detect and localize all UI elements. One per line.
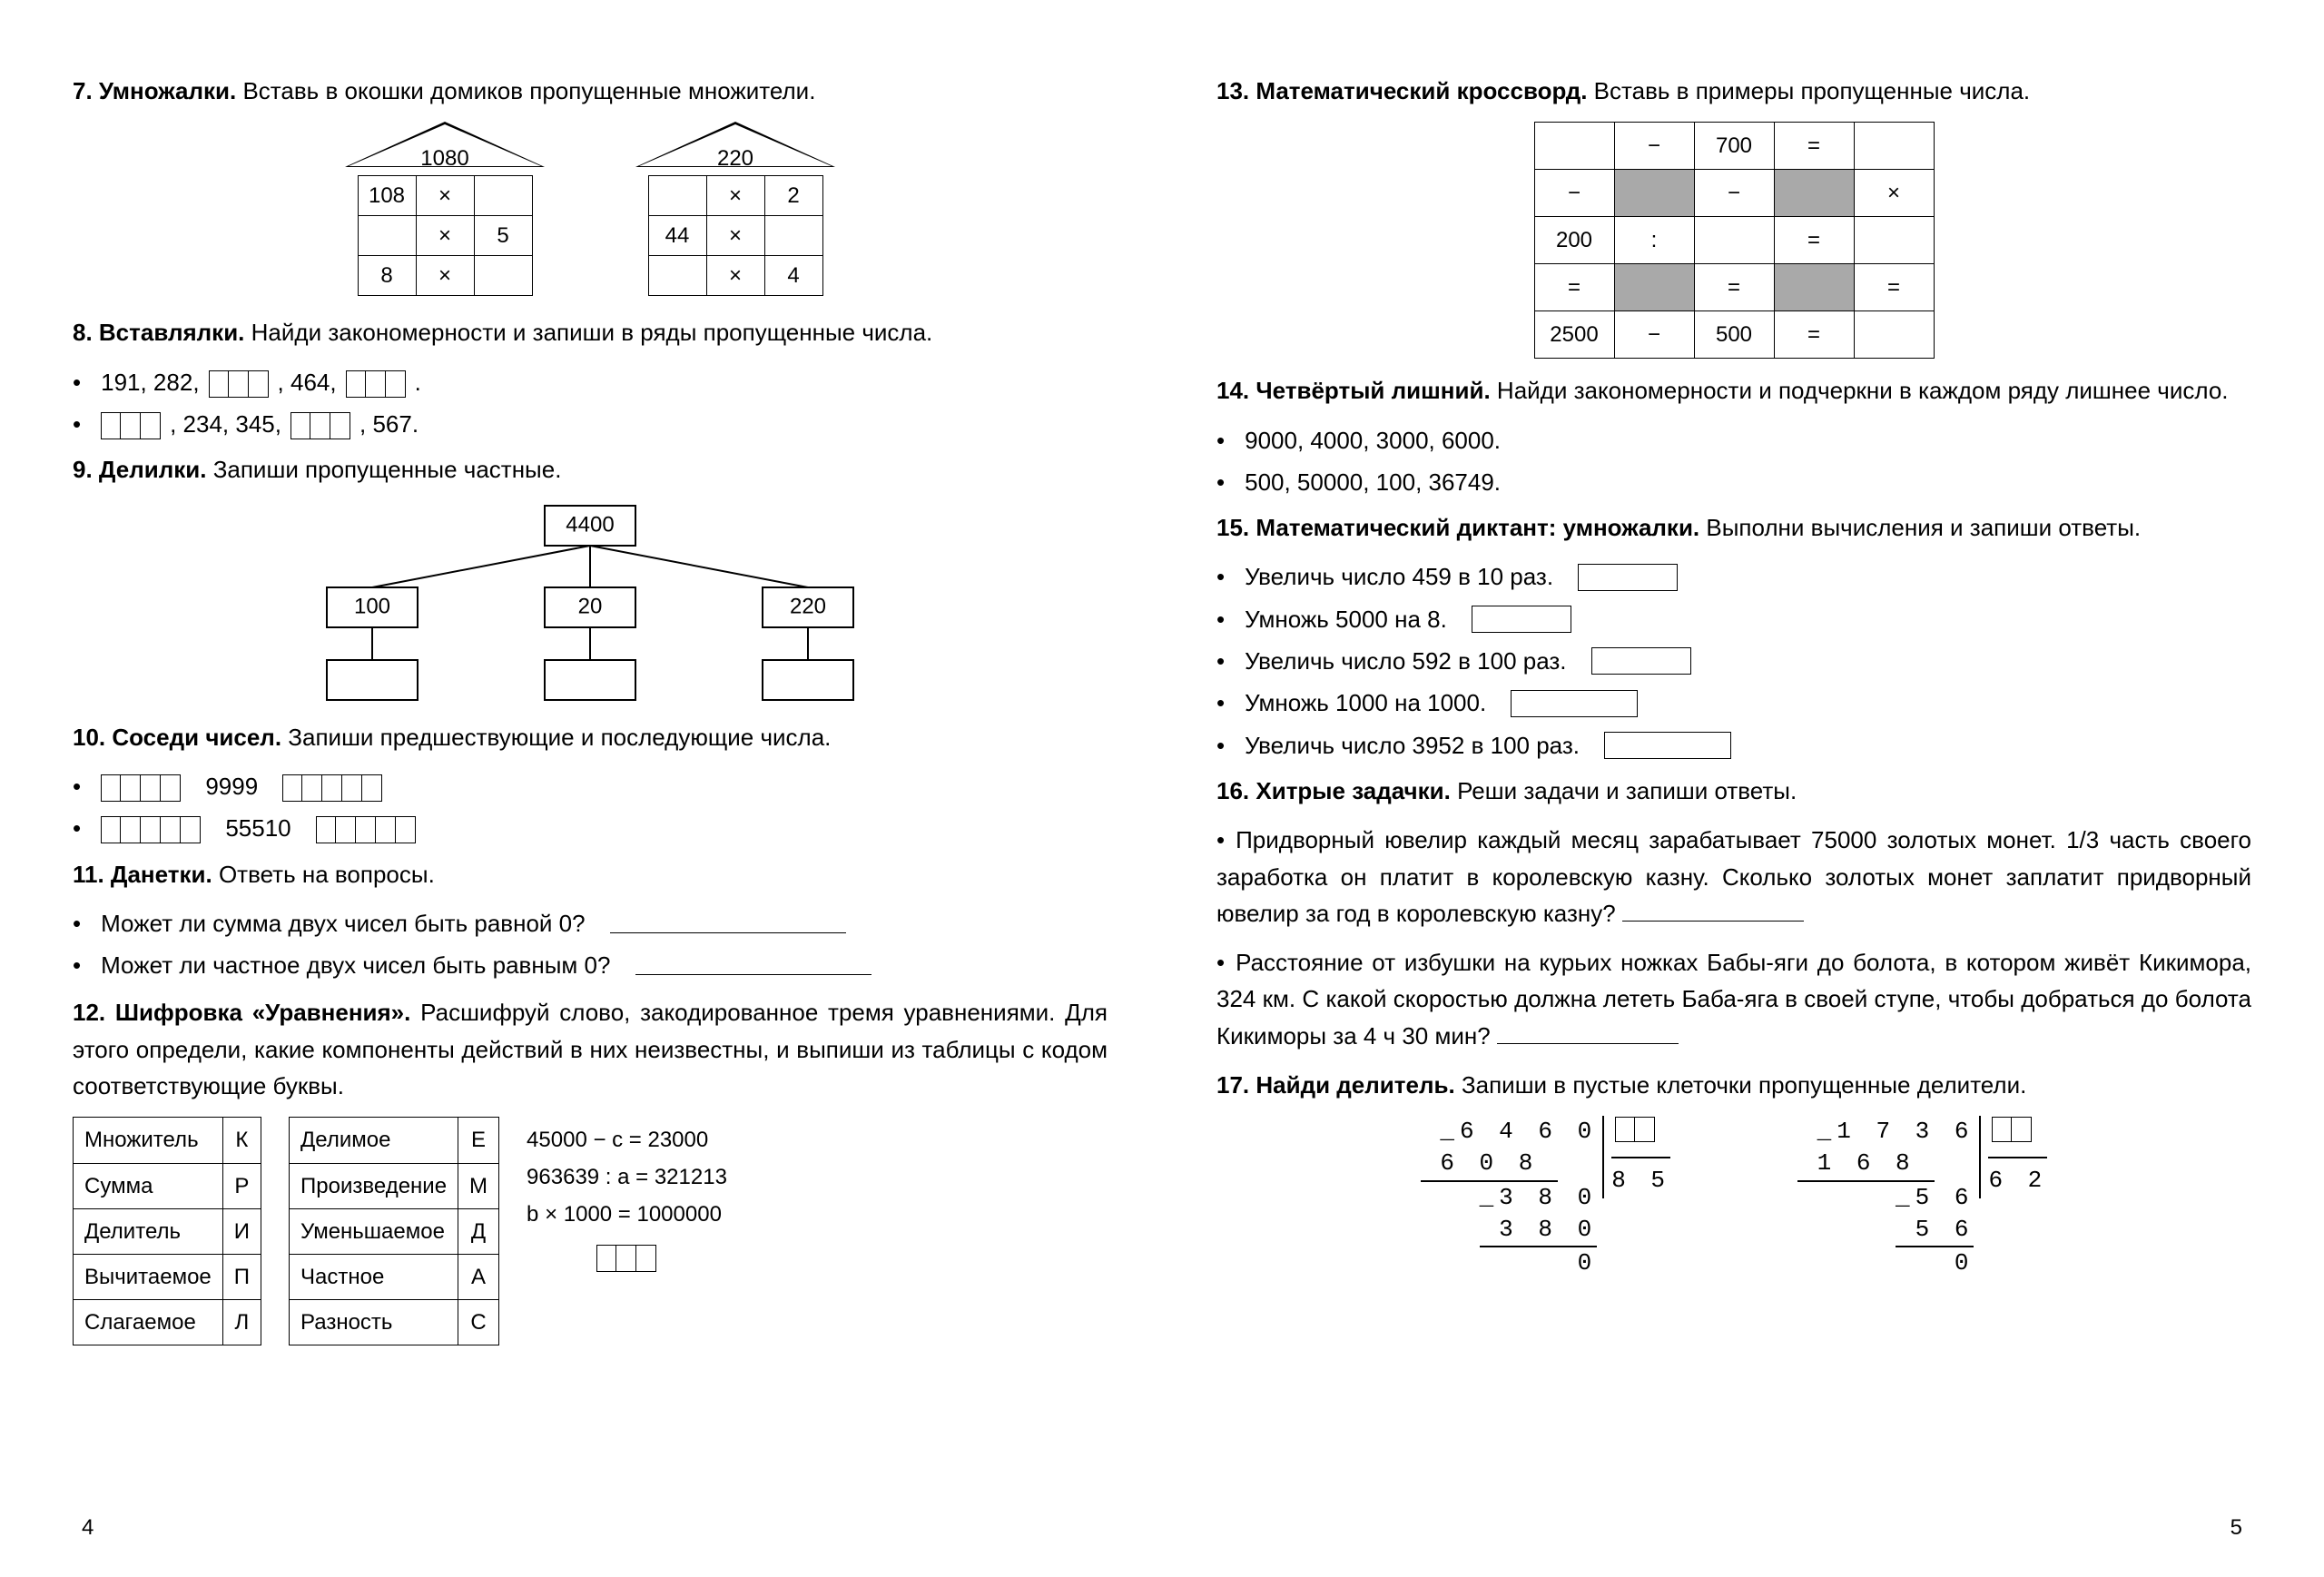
p15-i1: Умножь 5000 на 8.: [1216, 601, 2251, 637]
long-divisions: _6 4 6 0 6 0 8 _3 8 0 3 8 0 0 8 5: [1216, 1116, 2251, 1278]
p15-i2: Увеличь число 592 в 100 раз.: [1216, 643, 2251, 679]
p12-heading: 12. Шифровка «Уравнения». Расшифруй слов…: [73, 994, 1108, 1104]
p11-text: Ответь на вопросы.: [219, 861, 435, 888]
p13-text: Вставь в примеры пропущенные числа.: [1594, 77, 2030, 104]
houses: 1080 108× ×5 8× 220 ×2 44× ×4: [73, 122, 1108, 296]
p10-heading: 10. Соседи чисел. Запиши предшествующие …: [73, 719, 1108, 755]
p11-q1: Может ли сумма двух чисел быть равной 0?: [73, 905, 1108, 941]
p14-heading: 14. Четвёртый лишний. Найди закономернос…: [1216, 372, 2251, 409]
p14-l1: 9000, 4000, 3000, 6000.: [1216, 422, 2251, 458]
p7-heading: 7. Умножалки. Вставь в окошки домиков пр…: [73, 73, 1108, 109]
p17-text: Запиши в пустые клеточки пропущенные дел…: [1462, 1071, 2026, 1099]
crossword-grid: −700=−−×200:====2500−500=: [1534, 122, 1935, 359]
code-table-1: МножительК СуммаР ДелительИ ВычитаемоеП …: [73, 1117, 261, 1345]
house-b-grid: ×2 44× ×4: [648, 175, 823, 296]
equations: 45000 − c = 23000 963639 : a = 321213 b …: [527, 1117, 727, 1276]
p15-i0: Увеличь число 459 в 10 раз.: [1216, 558, 2251, 595]
p11-heading: 11. Данетки. Ответь на вопросы.: [73, 856, 1108, 892]
house-b: 220 ×2 44× ×4: [635, 122, 835, 296]
p9-title: 9. Делилки.: [73, 456, 206, 483]
p7-title: 7. Умножалки.: [73, 77, 236, 104]
p14-text: Найди закономерности и подчеркни в каждо…: [1497, 377, 2229, 404]
p15-text: Выполни вычисления и запиши ответы.: [1706, 514, 2141, 541]
p10-row2: 55510: [73, 810, 1108, 846]
tree-top: 4400: [566, 512, 614, 537]
tree-m2: 220: [790, 594, 826, 618]
house-b-roof: 220: [717, 142, 753, 175]
p9-heading: 9. Делилки. Запиши пропущенные частные.: [73, 451, 1108, 488]
p11-q2: Может ли частное двух чисел быть равным …: [73, 947, 1108, 983]
p16-task1: Придворный ювелир каждый месяц зарабатыв…: [1216, 822, 2251, 931]
p10-row1: 9999: [73, 768, 1108, 804]
p11-title: 11. Данетки.: [73, 861, 212, 888]
p14-title: 14. Четвёртый лишний.: [1216, 377, 1491, 404]
tree-m1: 20: [578, 594, 603, 618]
p15-i3: Умножь 1000 на 1000.: [1216, 685, 2251, 721]
page-number-right: 5: [2230, 1515, 2242, 1541]
p15-title: 15. Математический диктант: умножалки.: [1216, 514, 1699, 541]
p10-title: 10. Соседи чисел.: [73, 724, 281, 751]
p8-line2: , 234, 345, , 567.: [73, 406, 1108, 442]
code-table-2: ДелимоеЕ ПроизведениеМ УменьшаемоеД Част…: [289, 1117, 499, 1345]
p13-heading: 13. Математический кроссворд. Вставь в п…: [1216, 73, 2251, 109]
p7-text: Вставь в окошки домиков пропущенные множ…: [242, 77, 815, 104]
division-a: _6 4 6 0 6 0 8 _3 8 0 3 8 0 0 8 5: [1421, 1116, 1670, 1278]
p13-title: 13. Математический кроссворд.: [1216, 77, 1587, 104]
p16-text: Реши задачи и запиши ответы.: [1457, 777, 1797, 804]
division-b: _1 7 3 6 1 6 8 _5 6 5 6 0 6 2: [1797, 1116, 2047, 1278]
p16-heading: 16. Хитрые задачки. Реши задачи и запиши…: [1216, 773, 2251, 809]
p15-heading: 15. Математический диктант: умножалки. В…: [1216, 509, 2251, 546]
p17-heading: 17. Найди делитель. Запиши в пустые клет…: [1216, 1067, 2251, 1103]
code-tables: МножительК СуммаР ДелительИ ВычитаемоеП …: [73, 1117, 1108, 1345]
p9-text: Запиши пропущенные частные.: [213, 456, 562, 483]
p8-heading: 8. Вставлялки. Найди закономерности и за…: [73, 314, 1108, 350]
house-a: 1080 108× ×5 8×: [345, 122, 545, 296]
p8-line1: 191, 282, , 464, .: [73, 364, 1108, 400]
p10-text: Запиши предшествующие и последующие числ…: [288, 724, 831, 751]
p14-l2: 500, 50000, 100, 36749.: [1216, 464, 2251, 500]
p8-text: Найди закономерности и запиши в ряды про…: [251, 319, 933, 346]
page-number-left: 4: [82, 1515, 94, 1541]
p17-title: 17. Найди делитель.: [1216, 1071, 1455, 1099]
tree-m0: 100: [354, 594, 390, 618]
house-a-grid: 108× ×5 8×: [358, 175, 533, 296]
p12-title: 12. Шифровка «Уравнения».: [73, 999, 410, 1026]
p15-i4: Увеличь число 3952 в 100 раз.: [1216, 727, 2251, 764]
p8-title: 8. Вставлялки.: [73, 319, 244, 346]
p16-title: 16. Хитрые задачки.: [1216, 777, 1451, 804]
p16-task2: Расстояние от избушки на курьих ножках Б…: [1216, 944, 2251, 1054]
tree-diagram: 4400 100 20 220: [263, 501, 917, 710]
house-a-roof: 1080: [420, 142, 468, 175]
